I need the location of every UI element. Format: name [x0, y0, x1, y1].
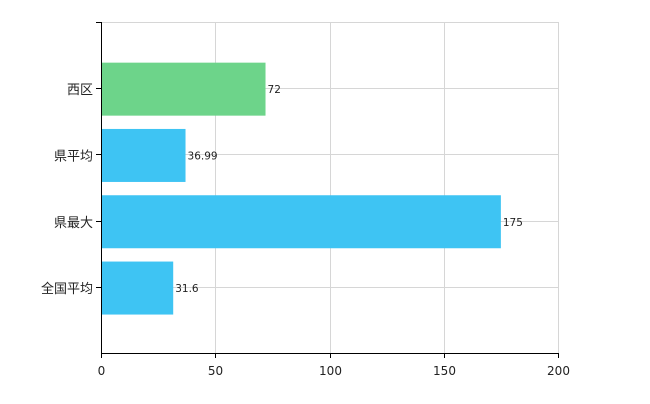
bar: [101, 195, 501, 249]
labels: 72 西区 36.99 県平均 175 県最大 31.6 全国平均 0 50 100 150 200: [41, 83, 570, 378]
category-label: 県平均: [54, 149, 93, 164]
data-label: 36.99: [188, 150, 218, 162]
bars: [101, 62, 501, 315]
category-label: 県最大: [54, 216, 93, 231]
category-label: 全国平均: [41, 281, 93, 297]
x-tick-label: 200: [547, 364, 570, 378]
data-label: 175: [503, 217, 523, 229]
x-tick-label: 0: [98, 364, 106, 378]
bar: [101, 62, 266, 116]
category-label: 西区: [67, 83, 93, 98]
x-tick-label: 100: [319, 364, 342, 378]
data-label: 72: [268, 84, 281, 96]
axes: [96, 22, 559, 358]
data-label: 31.6: [175, 283, 199, 295]
x-tick-label: 50: [208, 364, 223, 378]
x-tick-label: 150: [433, 364, 456, 378]
bar: [101, 128, 186, 182]
bar: [101, 261, 174, 315]
